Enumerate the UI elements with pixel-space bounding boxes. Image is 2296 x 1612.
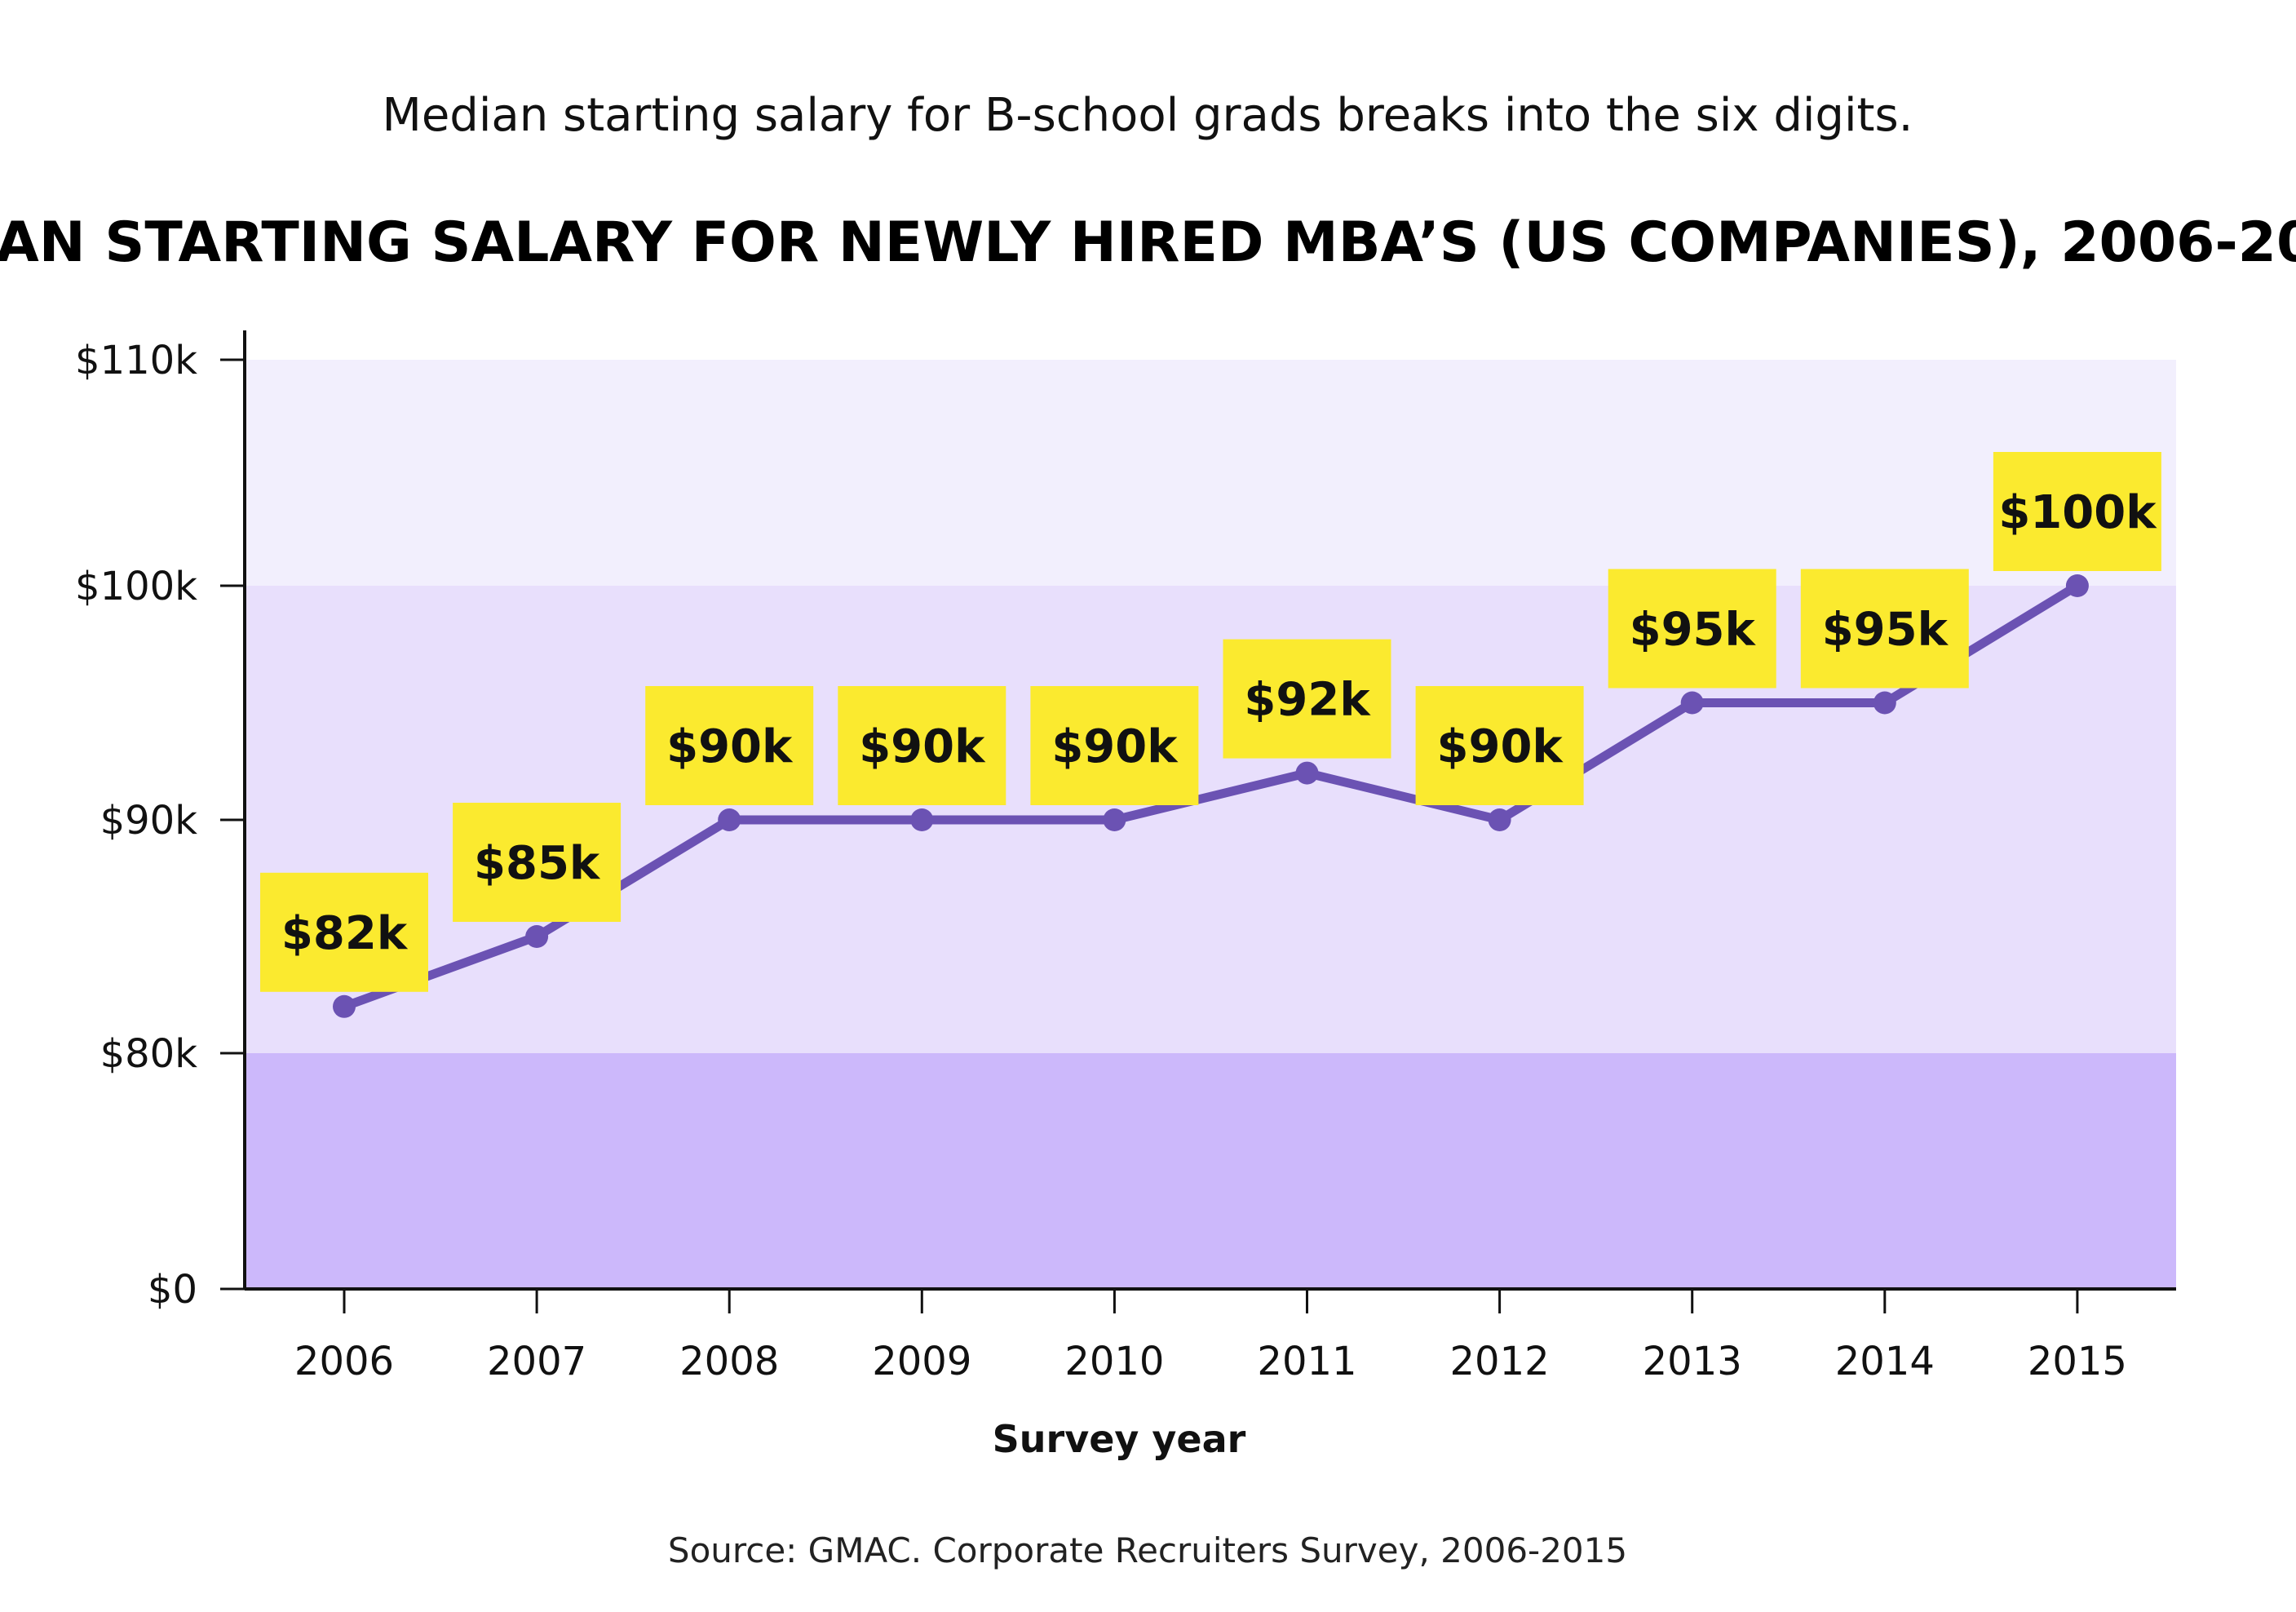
data-label-box (1030, 686, 1199, 805)
data-label-text: $90k (1051, 720, 1179, 773)
data-label-box (645, 686, 814, 805)
data-label-text: $90k (666, 720, 794, 773)
data-label: $92k (1223, 639, 1391, 759)
data-labels-layer: $82k $85k $90k $90k $90k $92k $90k $95k $95k $100… (260, 452, 2161, 992)
data-label-text: $95k (1822, 604, 1949, 657)
x-tick-label: 2013 (1643, 1339, 1742, 1384)
data-point (525, 925, 549, 948)
data-label-box (453, 803, 622, 922)
y-tick-label: $90k (100, 798, 198, 844)
band-high (245, 360, 2176, 586)
data-label-box (1800, 569, 1969, 689)
data-label: $85k (453, 803, 622, 922)
y-tick-label: $80k (100, 1031, 198, 1077)
data-point (1103, 808, 1126, 831)
data-label: $90k (838, 686, 1006, 805)
data-label: $95k (1608, 569, 1776, 689)
series-line (339, 581, 2082, 1012)
data-label: $95k (1800, 569, 1969, 689)
data-point (1873, 691, 1896, 715)
data-label-text: $92k (1244, 674, 1371, 727)
data-label-box (1223, 639, 1391, 759)
data-point (2065, 574, 2089, 597)
chart-subtitle: Median starting salary for B-school grad… (383, 89, 1913, 142)
y-tick-label: $100k (75, 564, 197, 609)
data-label-text: $100k (1998, 486, 2157, 539)
plot-axes (243, 330, 2176, 1291)
x-tick-label: 2014 (1835, 1339, 1935, 1384)
x-tick-label: 2012 (1450, 1339, 1550, 1384)
data-point (1488, 808, 1511, 831)
data-label: $90k (645, 686, 814, 805)
data-label-box (1608, 569, 1776, 689)
data-label: $100k (1993, 452, 2161, 571)
x-axis-label: Survey year (993, 1417, 1246, 1461)
data-label-text: $82k (281, 907, 409, 960)
x-tick-label: 2010 (1064, 1339, 1164, 1384)
data-label: $90k (1415, 686, 1584, 805)
data-point (718, 808, 741, 831)
data-label-box (1415, 686, 1584, 805)
x-tick-label: 2008 (679, 1339, 779, 1384)
x-tick-label: 2009 (872, 1339, 971, 1384)
data-label-text: $90k (859, 720, 986, 773)
data-point (1680, 691, 1704, 715)
data-label-text: $95k (1630, 604, 1757, 657)
data-point (1295, 761, 1319, 785)
data-label-box (1993, 452, 2161, 571)
x-axis-ticks: 2006 2007 2008 2009 2010 2011 2012 2013 2014 2015 (294, 1289, 2127, 1384)
data-label-text: $90k (1437, 720, 1564, 773)
data-label-box (260, 872, 428, 992)
band-low (245, 1053, 2176, 1289)
series-layer (333, 574, 2089, 1018)
y-axis-ticks: $0 $80k $90k $100k $110k (75, 338, 245, 1313)
data-label-text: $85k (474, 837, 601, 890)
chart-title: MEAN STARTING SALARY FOR NEWLY HIRED MBA… (0, 210, 2296, 275)
data-point (333, 994, 356, 1018)
data-point (910, 808, 934, 831)
y-tick-label: $110k (75, 338, 197, 383)
data-label-box (838, 686, 1006, 805)
data-label: $90k (1030, 686, 1199, 805)
x-tick-label: 2015 (2028, 1339, 2127, 1384)
x-tick-label: 2007 (487, 1339, 586, 1384)
x-tick-label: 2011 (1257, 1339, 1356, 1384)
data-label: $82k (260, 872, 428, 992)
x-tick-label: 2006 (294, 1339, 394, 1384)
y-tick-label: $0 (148, 1267, 197, 1313)
source-note: Source: GMAC. Corporate Recruiters Surve… (668, 1530, 1627, 1570)
